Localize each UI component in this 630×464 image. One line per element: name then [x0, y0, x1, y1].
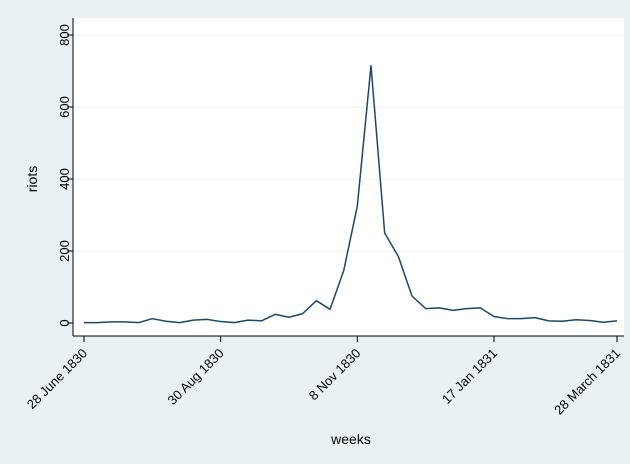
y-tick-label: 200 — [57, 240, 72, 262]
y-tick-label: 600 — [57, 96, 72, 118]
y-axis: 0 200 400 600 800 — [57, 18, 74, 336]
grid-lines — [73, 34, 624, 252]
y-tick-label: 800 — [57, 24, 72, 46]
series-layer — [84, 64, 618, 324]
y-axis-title: riots — [24, 166, 40, 192]
x-axis-title: weeks — [330, 431, 371, 447]
y-tick-label: 400 — [57, 168, 72, 190]
y-tick-label: 0 — [57, 319, 72, 326]
plot-area — [73, 18, 624, 336]
riots-series-line — [84, 64, 618, 324]
